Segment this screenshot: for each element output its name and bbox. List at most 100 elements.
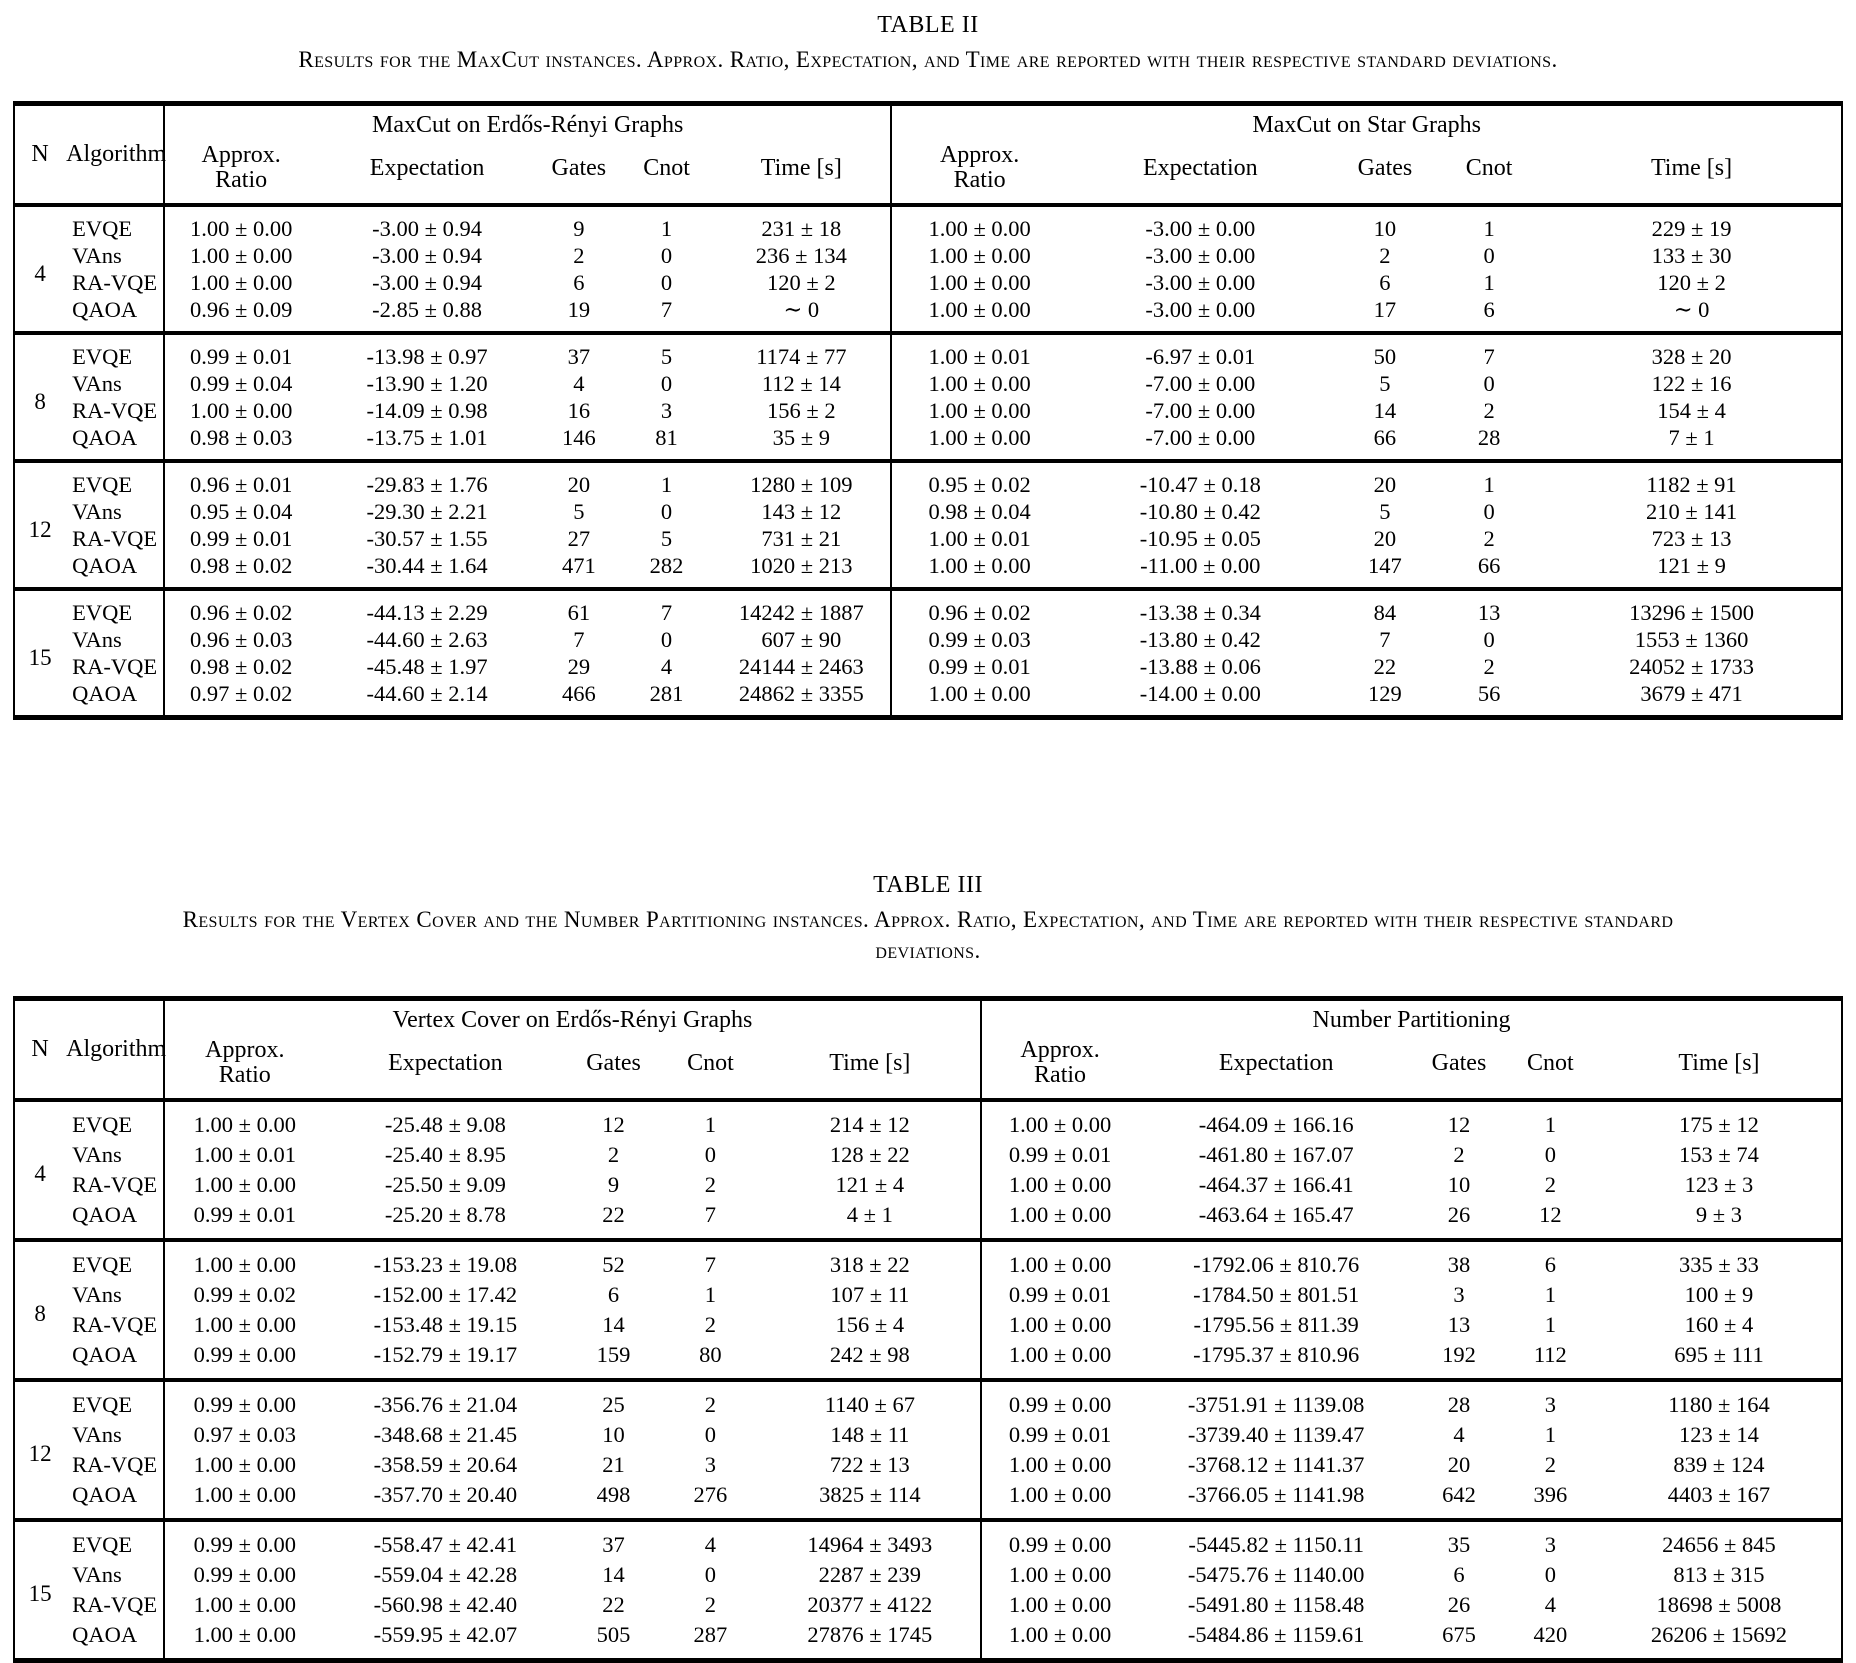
table-row: 8 EVQE 0.99 ± 0.01 -13.98 ± 0.97 37 5 1174 ± 7… — [14, 333, 1842, 414]
cell-algorithm: VAns — [65, 626, 165, 653]
cell-value: 236 ± 134 — [755, 243, 847, 268]
cell-value: 3825 ± 114 — [819, 1482, 921, 1507]
cell-value: 1.00 ± 0.00 — [193, 1252, 296, 1277]
cell-algorithm: EVQE — [65, 461, 165, 498]
cell-value: 27 — [567, 526, 591, 551]
cell-value: 1.00 ± 0.00 — [890, 296, 1067, 333]
cell-value: 6 — [607, 1282, 620, 1307]
cell-algorithm: EVQE — [65, 1520, 165, 1560]
cell-value: 1.00 ± 0.00 — [890, 370, 1067, 397]
table-row: RA-VQE 1.00 ± 0.00 -560.98 ± 42.40 22 2 20377… — [14, 1590, 1842, 1620]
cell-value: -152.79 ± 19.17 — [373, 1342, 518, 1367]
cell-value: 1.00 ± 0.00 — [193, 1622, 296, 1647]
cell-value: 0.99 ± 0.01 — [193, 1202, 296, 1227]
cell-value: 1.00 ± 0.00 — [193, 1452, 296, 1477]
cell-value: 10 — [602, 1422, 625, 1447]
cell-algorithm: RA-VQE — [65, 1590, 165, 1620]
cell-value: 1.00 ± 0.00 — [979, 1340, 1139, 1380]
cell-value: 0 — [704, 1142, 717, 1167]
header-expectation: Expectation — [369, 155, 485, 181]
cell-value: 4 — [1544, 1592, 1556, 1617]
header-algorithm: Algorithm — [65, 103, 166, 205]
cell-value: 0.96 ± 0.09 — [189, 297, 293, 322]
cell-value: 466 — [561, 681, 596, 706]
cell-value: 287 — [693, 1622, 728, 1647]
cell-value: 80 — [699, 1342, 722, 1367]
cell-algorithm: VAns — [65, 370, 165, 397]
cell-value: -461.80 ± 167.07 — [1198, 1142, 1354, 1167]
table-block-n-15: 15 EVQE 0.99 ± 0.00 -558.47 ± 42.41 37 4 14964… — [14, 1520, 1842, 1661]
table-row: RA-VQE 1.00 ± 0.00 -3.00 ± 0.94 6 0 120 ± 2 1.… — [14, 269, 1842, 296]
header-time: Time [s] — [1650, 155, 1733, 181]
cell-value: -14.09 ± 0.98 — [366, 398, 488, 423]
cell-value: 1.00 ± 0.00 — [189, 216, 293, 241]
cell-value: 1.00 ± 0.00 — [189, 243, 293, 268]
cell-value: -25.50 ± 9.09 — [384, 1172, 506, 1197]
cell-value: 0.99 ± 0.04 — [189, 371, 293, 396]
table-row: RA-VQE 1.00 ± 0.00 -358.59 ± 20.64 21 3 722 ±… — [14, 1450, 1842, 1480]
cell-value: 0.96 ± 0.02 — [189, 600, 293, 625]
cell-value: 156 ± 2 — [767, 398, 836, 423]
cell-value: 25 — [602, 1392, 625, 1417]
cell-value: 1.00 ± 0.00 — [189, 398, 293, 423]
cell-algorithm: EVQE — [65, 1100, 165, 1140]
cell-value: 20377 ± 4122 — [807, 1592, 933, 1617]
header-approx-line1: Approx. — [1020, 1037, 1100, 1063]
cell-algorithm: EVQE — [65, 1240, 165, 1280]
cell-value: 1.00 ± 0.00 — [979, 1620, 1139, 1661]
cell-value: 6 — [573, 270, 585, 295]
table-row: QAOA 0.99 ± 0.00 -152.79 ± 19.17 159 80 242 ±… — [14, 1340, 1842, 1380]
table-row: QAOA 0.96 ± 0.09 -2.85 ± 0.88 19 7 ∼ 0 1.00 ± … — [14, 296, 1842, 333]
cell-value: 26 — [1447, 1202, 1471, 1227]
cell-algorithm: VAns — [65, 1420, 165, 1450]
cell-value: 2 — [704, 1312, 717, 1337]
table-block-n-15: 15 EVQE 0.96 ± 0.02 -44.13 ± 2.29 61 7 14242 ±… — [14, 589, 1842, 718]
header-cnot: Cnot — [1527, 1050, 1574, 1076]
cell-value: -25.40 ± 8.95 — [384, 1142, 506, 1167]
cell-value: -30.44 ± 1.64 — [366, 553, 488, 578]
cell-value: 2 — [1544, 1452, 1556, 1477]
cell-value: 3 — [1544, 1532, 1556, 1557]
cell-value: 1 — [1483, 216, 1495, 241]
cell-value: 498 — [596, 1482, 631, 1507]
cell-value: -29.30 ± 2.21 — [366, 499, 488, 524]
cell-value: 7 — [704, 1252, 717, 1277]
cell-value: -7.00 ± 0.00 — [1145, 398, 1256, 423]
cell-value: 2 — [573, 243, 585, 268]
group-header-row: N Algorithm MaxCut on Erdős-Rényi Graphs… — [14, 103, 1842, 205]
cell-value: 66 — [1373, 425, 1397, 450]
cell-value: 143 ± 12 — [761, 499, 842, 524]
cell-value: 0.99 ± 0.00 — [193, 1562, 296, 1587]
cell-value: -30.57 ± 1.55 — [366, 526, 488, 551]
cell-value: 1 — [1544, 1112, 1556, 1137]
cell-value: -559.04 ± 42.28 — [373, 1562, 518, 1587]
cell-value: 7 — [573, 627, 585, 652]
cell-value: -357.70 ± 20.40 — [373, 1482, 518, 1507]
cell-value: -358.59 ± 20.64 — [373, 1452, 518, 1477]
header-expectation: Expectation — [388, 1050, 503, 1076]
cell-value: 731 ± 21 — [761, 526, 842, 551]
cell-value: 723 ± 13 — [1651, 526, 1732, 551]
cell-algorithm: RA-VQE — [65, 525, 165, 552]
cell-value: 28 — [1477, 425, 1501, 450]
cell-value: 1 — [1544, 1422, 1556, 1447]
cell-value: 0.96 ± 0.01 — [189, 472, 293, 497]
header-gates: Gates — [551, 155, 607, 181]
table-block-n-12: 12 EVQE 0.99 ± 0.00 -356.76 ± 21.04 25 2 1140 … — [14, 1380, 1842, 1520]
cell-value: 3 — [660, 398, 673, 423]
cell-value: 1 — [660, 472, 673, 497]
cell-value: 214 ± 12 — [829, 1112, 910, 1137]
cell-value: -464.37 ± 166.41 — [1198, 1172, 1354, 1197]
header-approx-ratio: Approx. Ratio — [164, 139, 318, 205]
table2-caption-block: TABLE II Results for the MaxCut instance… — [13, 10, 1843, 75]
cell-value: -3768.12 ± 1141.37 — [1187, 1452, 1365, 1477]
cell-value: 24052 ± 1733 — [1629, 654, 1754, 679]
cell-value: 146 — [561, 425, 596, 450]
header-algorithm: Algorithm — [65, 998, 166, 1100]
cell-value: -10.95 ± 0.05 — [1139, 526, 1261, 551]
header-gates: Gates — [1431, 1050, 1487, 1076]
cell-value: 1.00 ± 0.00 — [890, 680, 1067, 718]
cell-value: 129 — [1368, 681, 1402, 706]
cell-value: 1020 ± 213 — [750, 553, 853, 578]
